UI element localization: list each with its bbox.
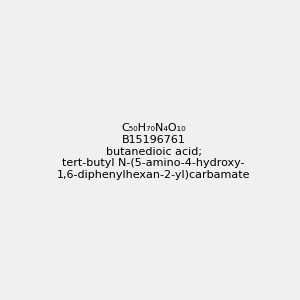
Text: C₅₀H₇₀N₄O₁₀
B15196761
butanedioic acid;
tert-butyl N-(5-amino-4-hydroxy-
1,6-dip: C₅₀H₇₀N₄O₁₀ B15196761 butanedioic acid; … bbox=[57, 123, 250, 180]
